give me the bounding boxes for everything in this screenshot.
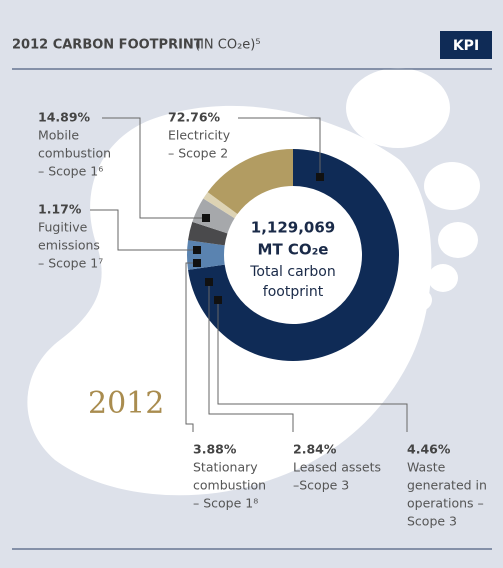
value-label: 72.76% bbox=[168, 110, 221, 125]
center-unit: MT CO₂e bbox=[258, 241, 329, 259]
category-label: Leased assets bbox=[293, 460, 381, 475]
leader-marker bbox=[193, 259, 201, 267]
leader-marker bbox=[316, 173, 324, 181]
category-label: generated in bbox=[407, 478, 487, 493]
category-label: Waste bbox=[407, 460, 446, 475]
chart-title: 2012 CARBON FOOTPRINT bbox=[12, 38, 203, 53]
value-label: 4.46% bbox=[407, 442, 451, 457]
category-label: – Scope 2 bbox=[168, 146, 228, 161]
category-label: Scope 3 bbox=[407, 514, 457, 529]
leader-line bbox=[208, 282, 294, 432]
leader-marker bbox=[193, 246, 201, 254]
toe bbox=[424, 162, 480, 210]
category-label: combustion bbox=[193, 478, 266, 493]
category-label: Fugitive bbox=[38, 220, 88, 235]
toe bbox=[346, 68, 450, 148]
category-label: Electricity bbox=[168, 128, 231, 143]
leader-line bbox=[238, 117, 321, 177]
leader-line bbox=[102, 117, 206, 219]
category-label: – Scope 1⁸ bbox=[193, 496, 258, 511]
value-label: 14.89% bbox=[38, 110, 91, 125]
category-label: operations – bbox=[407, 496, 484, 511]
category-label: Stationary bbox=[193, 460, 258, 475]
donut-slice bbox=[203, 192, 238, 219]
year: 2012 bbox=[88, 386, 164, 421]
toe bbox=[438, 222, 478, 258]
category-label: combustion bbox=[38, 146, 111, 161]
leader-line bbox=[90, 209, 197, 251]
leader-marker bbox=[205, 278, 213, 286]
donut-slice bbox=[188, 149, 399, 362]
donut-slice bbox=[187, 240, 225, 270]
category-label: –Scope 3 bbox=[293, 478, 349, 493]
center-value: 1,129,069 bbox=[251, 219, 335, 237]
category-label: Mobile bbox=[38, 128, 79, 143]
center-caption: footprint bbox=[263, 284, 324, 300]
donut-slice bbox=[207, 149, 293, 215]
center-caption: Total carbon bbox=[249, 264, 336, 280]
donut-slice bbox=[188, 221, 228, 246]
value-label: 1.17% bbox=[38, 202, 82, 217]
badge-text: KPI bbox=[453, 38, 479, 54]
category-label: emissions bbox=[38, 238, 100, 253]
center-label: 1,129,069 MT CO₂e Total carbon footprint bbox=[249, 219, 336, 301]
toe bbox=[408, 289, 432, 311]
leader-marker bbox=[202, 214, 210, 222]
category-label: – Scope 1⁶ bbox=[38, 164, 103, 179]
category-label: – Scope 1⁷ bbox=[38, 256, 103, 271]
toe bbox=[428, 264, 458, 292]
leader-marker bbox=[214, 296, 222, 304]
leader-line bbox=[185, 262, 197, 432]
value-label: 3.88% bbox=[193, 442, 237, 457]
donut-slice bbox=[192, 198, 235, 234]
chart-title-note: (IN CO₂e)⁵ bbox=[195, 38, 261, 53]
badge bbox=[440, 31, 492, 59]
leader-line bbox=[217, 300, 408, 432]
value-label: 2.84% bbox=[293, 442, 337, 457]
